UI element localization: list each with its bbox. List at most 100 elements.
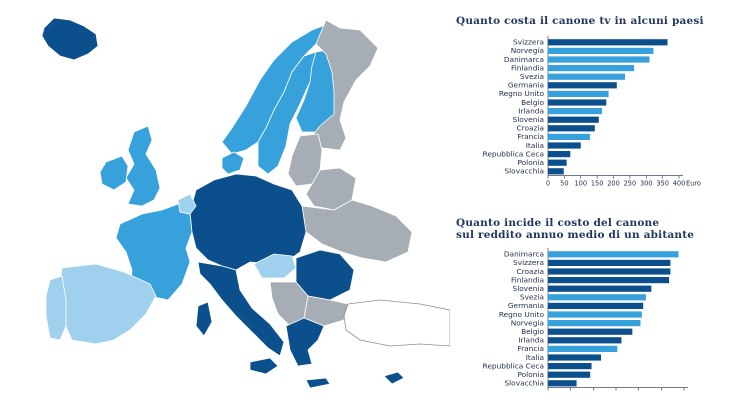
- bar-norvegia: [548, 47, 654, 54]
- map-crete: [305, 377, 331, 389]
- bar-croazia: [548, 125, 595, 132]
- chart2-title: Quanto incide il costo del canone sul re…: [456, 217, 735, 241]
- category-label: Svizzera: [513, 38, 544, 47]
- bar-francia: [548, 133, 590, 140]
- map-portugal: [45, 275, 67, 341]
- x-tick-label: 250: [624, 180, 637, 188]
- x-tick-label: 150: [591, 180, 604, 188]
- category-label: Francia: [517, 132, 544, 141]
- category-label: Croazia: [516, 267, 544, 276]
- category-label: Polonia: [517, 370, 544, 379]
- bar-danimarca: [548, 56, 650, 63]
- bar-belgio: [548, 99, 607, 106]
- category-label: Croazia: [516, 124, 544, 133]
- category-label: Norvegia: [511, 46, 544, 55]
- bar-repubblica-ceca: [548, 151, 571, 158]
- bar-finlandia: [548, 277, 670, 284]
- map-denmark: [221, 151, 245, 175]
- category-label: Svizzera: [513, 258, 544, 267]
- map-central-europe: [189, 173, 307, 271]
- category-label: Irlanda: [518, 336, 544, 345]
- bar-germania: [548, 82, 617, 89]
- bar-croazia: [548, 268, 671, 275]
- category-label: Belgio: [521, 327, 544, 336]
- x-unit-label: Euro: [686, 180, 701, 188]
- category-label: Italia: [526, 141, 544, 150]
- map-italy: [197, 261, 285, 357]
- category-label: Regno Unito: [499, 89, 545, 98]
- bar-slovenia: [548, 285, 652, 292]
- category-label: Regno Unito: [499, 310, 545, 319]
- bar-finlandia: [548, 65, 635, 72]
- chart1-svg: SvizzeraNorvegiaDanimarcaFinlandiaSvezia…: [483, 36, 701, 188]
- map-uk: [125, 125, 161, 207]
- x-tick-label: 350: [656, 180, 669, 188]
- map-russia: [311, 19, 379, 151]
- bar-italia: [548, 354, 602, 361]
- category-label: Slovacchia: [504, 167, 544, 176]
- map-sardinia: [195, 301, 213, 337]
- chart2-title-line-1: Quanto incide il costo del canone: [456, 217, 660, 229]
- bar-norvegia: [548, 320, 641, 327]
- category-label: Svezia: [520, 293, 544, 302]
- canone-income-panel: Quanto incide il costo del canone sul re…: [450, 205, 735, 400]
- bar-polonia: [548, 371, 591, 378]
- category-label: Repubblica Ceca: [483, 149, 544, 158]
- category-label: Norvegia: [511, 318, 544, 327]
- europe-map: [41, 17, 450, 389]
- x-tick-label: 400: [673, 180, 686, 188]
- x-tick-label: 50: [560, 180, 568, 188]
- bar-slovacchia: [548, 380, 577, 387]
- chart1-title: Quanto costa il canone tv in alcuni paes…: [456, 15, 704, 27]
- category-label: Slovenia: [513, 115, 544, 124]
- chart2-svg: DanimarcaSvizzeraCroaziaFinlandiaSloveni…: [483, 248, 688, 391]
- map-cyprus: [383, 371, 405, 385]
- category-label: Belgio: [521, 98, 544, 107]
- category-label: Danimarca: [504, 55, 544, 64]
- map-ireland: [99, 155, 129, 191]
- map-ukraine: [301, 199, 413, 263]
- map-france: [115, 203, 193, 301]
- bar-svezia: [548, 73, 625, 80]
- europe-map-svg: [41, 17, 450, 389]
- bar-germania: [548, 302, 644, 309]
- category-label: Slovacchia: [504, 379, 544, 388]
- map-iceland: [41, 17, 99, 61]
- category-label: Slovenia: [513, 284, 544, 293]
- category-label: Finlandia: [511, 275, 544, 284]
- x-tick-label: 300: [640, 180, 653, 188]
- bar-svizzera: [548, 39, 668, 46]
- bar-regno-unito: [548, 90, 609, 97]
- bar-danimarca: [548, 251, 679, 258]
- bar-slovacchia: [548, 168, 564, 175]
- bar-italia: [548, 142, 581, 149]
- category-label: Polonia: [517, 158, 544, 167]
- x-tick-label: 100: [574, 180, 587, 188]
- map-turkey: [343, 299, 450, 347]
- chart2-title-line-2: sul reddito annuo medio di un abitante: [456, 229, 695, 241]
- category-label: Finlandia: [511, 63, 544, 72]
- map-benelux: [177, 193, 197, 215]
- map-sicily: [249, 357, 279, 375]
- bar-slovenia: [548, 116, 599, 123]
- category-label: Svezia: [520, 72, 544, 81]
- bar-polonia: [548, 159, 567, 166]
- x-tick-label: 0: [546, 180, 550, 188]
- bar-repubblica-ceca: [548, 363, 592, 370]
- category-label: Italia: [526, 353, 544, 362]
- category-label: Irlanda: [518, 106, 544, 115]
- bar-irlanda: [548, 337, 622, 344]
- x-tick-label: 200: [607, 180, 620, 188]
- map-greece: [285, 317, 325, 367]
- category-label: Danimarca: [504, 250, 544, 259]
- category-label: Francia: [517, 344, 544, 353]
- category-label: Germania: [508, 301, 544, 310]
- bar-svizzera: [548, 259, 671, 266]
- category-label: Repubblica Ceca: [483, 361, 544, 370]
- bar-svezia: [548, 294, 646, 301]
- category-label: Germania: [508, 81, 544, 90]
- bar-irlanda: [548, 108, 603, 115]
- bar-belgio: [548, 328, 633, 335]
- canone-cost-panel: Quanto costa il canone tv in alcuni paes…: [450, 0, 735, 205]
- bar-regno-unito: [548, 311, 642, 318]
